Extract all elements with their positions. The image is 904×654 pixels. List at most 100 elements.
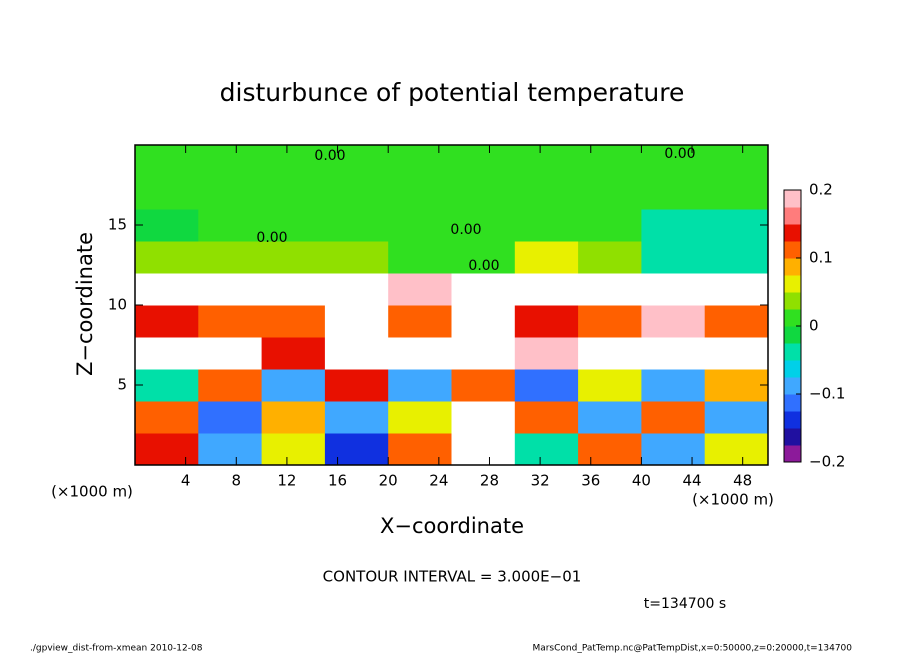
cell bbox=[388, 433, 452, 466]
cell bbox=[261, 433, 326, 466]
cell bbox=[514, 401, 579, 434]
cell bbox=[324, 241, 389, 274]
cell bbox=[641, 177, 706, 210]
colorbar-swatch bbox=[784, 343, 801, 361]
cell bbox=[135, 273, 199, 306]
x-tick-label: 8 bbox=[232, 472, 242, 490]
x-unit: (×1000 m) bbox=[692, 491, 774, 509]
colorbar-tick-label: 0.1 bbox=[809, 249, 833, 267]
cell bbox=[578, 177, 642, 210]
cell bbox=[135, 145, 199, 178]
cell bbox=[324, 337, 389, 370]
colorbar-swatch bbox=[784, 309, 801, 327]
colorbar-tick-label: −0.2 bbox=[809, 453, 845, 471]
time-label: t=134700 s bbox=[644, 596, 726, 612]
cell bbox=[514, 241, 579, 274]
cell bbox=[704, 369, 769, 402]
cell bbox=[514, 273, 579, 306]
cell bbox=[261, 369, 326, 402]
cell bbox=[324, 401, 389, 434]
x-tick-label: 24 bbox=[429, 472, 448, 490]
cell bbox=[324, 369, 389, 402]
colorbar-swatch bbox=[784, 445, 801, 463]
contour-label: 0.00 bbox=[256, 230, 287, 246]
cell bbox=[451, 305, 516, 338]
cell bbox=[451, 241, 516, 274]
cell bbox=[641, 401, 706, 434]
cell bbox=[641, 209, 706, 242]
cell bbox=[451, 337, 516, 370]
x-axis-label: X−coordinate bbox=[380, 514, 524, 538]
colorbar-swatch bbox=[784, 190, 801, 208]
cell bbox=[578, 433, 642, 466]
cell bbox=[578, 369, 642, 402]
cell bbox=[324, 177, 389, 210]
cell bbox=[704, 433, 769, 466]
cell bbox=[198, 273, 263, 306]
cell bbox=[261, 209, 326, 242]
cell bbox=[324, 273, 389, 306]
cell bbox=[451, 273, 516, 306]
x-tick-label: 20 bbox=[379, 472, 398, 490]
colorbar-swatch bbox=[784, 241, 801, 259]
cell bbox=[324, 305, 389, 338]
cell bbox=[451, 401, 516, 434]
cell bbox=[135, 305, 199, 338]
cell bbox=[324, 209, 389, 242]
colorbar-swatch bbox=[784, 377, 801, 395]
footer-right: MarsCond_PatTemp.nc@PatTempDist,x=0:5000… bbox=[532, 644, 852, 654]
x-tick-label: 32 bbox=[531, 472, 550, 490]
cell bbox=[324, 433, 389, 466]
colorbar-swatch bbox=[784, 394, 801, 412]
cell bbox=[514, 145, 579, 178]
cell bbox=[451, 433, 516, 466]
colorbar-swatch bbox=[784, 207, 801, 225]
colorbar-tick-label: 0.2 bbox=[809, 181, 833, 199]
cell bbox=[578, 241, 642, 274]
x-tick-label: 28 bbox=[480, 472, 499, 490]
cell bbox=[198, 177, 263, 210]
cell bbox=[261, 305, 326, 338]
contour-interval: CONTOUR INTERVAL = 3.000E−01 bbox=[323, 568, 582, 586]
cell bbox=[514, 337, 579, 370]
cell bbox=[388, 305, 452, 338]
cell bbox=[135, 401, 199, 434]
cell bbox=[135, 177, 199, 210]
y-tick-label: 5 bbox=[117, 376, 127, 394]
cell bbox=[388, 209, 452, 242]
cell bbox=[514, 433, 579, 466]
cell bbox=[514, 369, 579, 402]
cell bbox=[261, 401, 326, 434]
cell bbox=[451, 209, 516, 242]
cell bbox=[198, 369, 263, 402]
colorbar-swatch bbox=[784, 224, 801, 242]
cell bbox=[641, 433, 706, 466]
cell bbox=[261, 241, 326, 274]
cell bbox=[514, 305, 579, 338]
cell bbox=[704, 177, 769, 210]
cell bbox=[704, 401, 769, 434]
cell bbox=[388, 273, 452, 306]
cell bbox=[704, 241, 769, 274]
cell bbox=[578, 209, 642, 242]
cell bbox=[261, 177, 326, 210]
colorbar-swatch bbox=[784, 360, 801, 378]
contour-label: 0.00 bbox=[450, 222, 481, 238]
cell bbox=[388, 241, 452, 274]
cell bbox=[641, 369, 706, 402]
cell bbox=[578, 337, 642, 370]
x-tick-label: 48 bbox=[733, 472, 752, 490]
colorbar-swatch bbox=[784, 326, 801, 344]
colorbar-swatch bbox=[784, 428, 801, 446]
contour-label: 0.00 bbox=[468, 258, 499, 274]
cell bbox=[388, 337, 452, 370]
cell bbox=[198, 401, 263, 434]
x-tick-label: 36 bbox=[581, 472, 600, 490]
cell bbox=[641, 273, 706, 306]
footer-left: ./gpview_dist-from-xmean 2010-12-08 bbox=[30, 644, 203, 654]
contour-label: 0.00 bbox=[314, 148, 345, 164]
colorbar-swatch bbox=[784, 275, 801, 293]
contour-label: 0.00 bbox=[664, 146, 695, 162]
